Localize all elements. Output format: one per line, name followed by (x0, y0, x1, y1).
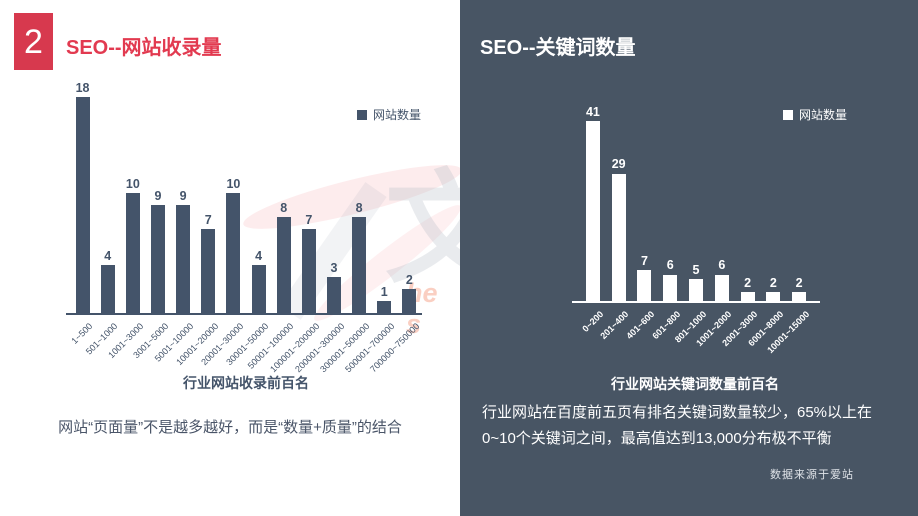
bar-value-label: 4 (104, 248, 112, 263)
bar-column: 9 (145, 73, 170, 313)
bar (377, 301, 392, 313)
bar-value-label: 2 (795, 275, 803, 290)
bar-column: 2 (786, 86, 812, 301)
bar-column: 6 (657, 86, 683, 301)
bar-column: 4 (95, 73, 120, 313)
bar-column: 6 (709, 86, 735, 301)
right-legend: 网站数量 (783, 106, 847, 123)
bar-column: 9 (171, 73, 196, 313)
bar (352, 217, 367, 313)
slide-number-badge: 2 (14, 13, 53, 70)
data-source-note: 数据来源于爱站 (770, 469, 854, 481)
legend-label: 网站数量 (799, 108, 848, 122)
left-x-axis-title: 行业网站收录前百名 (183, 375, 309, 391)
bar-value-label: 2 (744, 275, 752, 290)
bar-column: 41 (580, 86, 606, 301)
bar-value-label: 6 (666, 258, 674, 273)
left-x-axis-line (66, 313, 422, 315)
bar-value-label: 6 (718, 258, 726, 273)
bar (585, 121, 600, 301)
bar (100, 265, 115, 313)
x-axis-tick: 10001~15000 (765, 304, 812, 366)
legend-swatch-icon (357, 109, 367, 120)
bar-value-label: 41 (585, 104, 600, 119)
left-bar-chart: 18 4 10 9 9 7 10 4 8 7 3 8 1 2 (70, 73, 422, 313)
bar-value-label: 10 (125, 176, 140, 191)
bar-value-label: 7 (204, 212, 212, 227)
bar (689, 279, 704, 301)
bar (201, 229, 216, 313)
bar-value-label: 4 (255, 248, 263, 263)
legend-swatch-icon (783, 109, 793, 120)
bar-value-label: 10 (226, 176, 241, 191)
bar (766, 292, 781, 301)
bar-column: 7 (296, 73, 321, 313)
bar (402, 289, 417, 313)
bar-column: 2 (735, 86, 761, 301)
bar-value-label: 2 (769, 275, 777, 290)
x-axis-tick: 700000~750000 (368, 316, 422, 378)
left-legend: 网站数量 (357, 106, 421, 123)
bar (326, 277, 341, 313)
bar-value-label: 9 (179, 188, 187, 203)
bar-column: 2 (397, 73, 422, 313)
bar (276, 217, 291, 313)
bar-value-label: 7 (305, 212, 313, 227)
bar-column: 5 (683, 86, 709, 301)
bar (663, 274, 678, 301)
bar-value-label: 2 (405, 272, 413, 287)
bar-value-label: 7 (640, 253, 648, 268)
bar (75, 97, 90, 313)
right-chart-title: SEO--关键词数量 (480, 37, 636, 59)
bar-value-label: 3 (330, 260, 338, 275)
bar-column: 3 (321, 73, 346, 313)
bar (740, 292, 755, 301)
right-x-axis-title: 行业网站关键词数量前百名 (611, 376, 779, 392)
left-panel: 文 he s 2 SEO--网站收录量 网站数量 18 4 10 9 9 7 10 4 8 7 3 8… (14, 13, 460, 436)
bar-value-label: 9 (154, 188, 162, 203)
bar-column: 7 (196, 73, 221, 313)
slide-number: 2 (24, 22, 43, 61)
right-panel: SEO--关键词数量 网站数量 41 29 7 6 5 6 2 2 2 0~200 201~400… (460, 0, 918, 516)
bar-column: 4 (246, 73, 271, 313)
bar-column: 1 (372, 73, 397, 313)
legend-label: 网站数量 (373, 108, 422, 122)
bar (611, 173, 626, 301)
bar (251, 265, 266, 313)
right-caption: 行业网站在百度前五页有排名关键词数量较少，65%以上在0~10个关键词之间，最高… (482, 404, 873, 448)
bar (125, 193, 140, 313)
bar-column: 7 (632, 86, 658, 301)
bar-column: 10 (120, 73, 145, 313)
left-chart-title: SEO--网站收录量 (66, 37, 222, 59)
right-x-axis-ticks: 0~200 201~400 401~600 601~800 801~1000 1001~2… (580, 304, 812, 366)
bar (150, 205, 165, 313)
bar (714, 274, 729, 301)
bar-column: 29 (606, 86, 632, 301)
right-bar-chart: 41 29 7 6 5 6 2 2 2 (580, 86, 812, 301)
bar-value-label: 8 (355, 200, 363, 215)
left-x-axis-ticks: 1~500 501~1000 1001~3000 3001~5000 5001~1000… (70, 316, 422, 378)
bar-value-label: 18 (75, 80, 90, 95)
bar (176, 205, 191, 313)
bar (301, 229, 316, 313)
bar-column: 8 (271, 73, 296, 313)
bar-column: 8 (347, 73, 372, 313)
bar (792, 292, 807, 301)
bar-value-label: 1 (380, 284, 388, 299)
bar (226, 193, 241, 313)
bar-column: 18 (70, 73, 95, 313)
left-caption: 网站“页面量”不是越多越好，而是“数量+质量”的结合 (58, 419, 402, 436)
bar (637, 270, 652, 301)
bar-column: 10 (221, 73, 246, 313)
bar-value-label: 29 (611, 157, 626, 172)
bar-column: 2 (760, 86, 786, 301)
bar-value-label: 5 (692, 262, 700, 277)
right-x-axis-line (572, 301, 820, 303)
bar-value-label: 8 (280, 200, 288, 215)
